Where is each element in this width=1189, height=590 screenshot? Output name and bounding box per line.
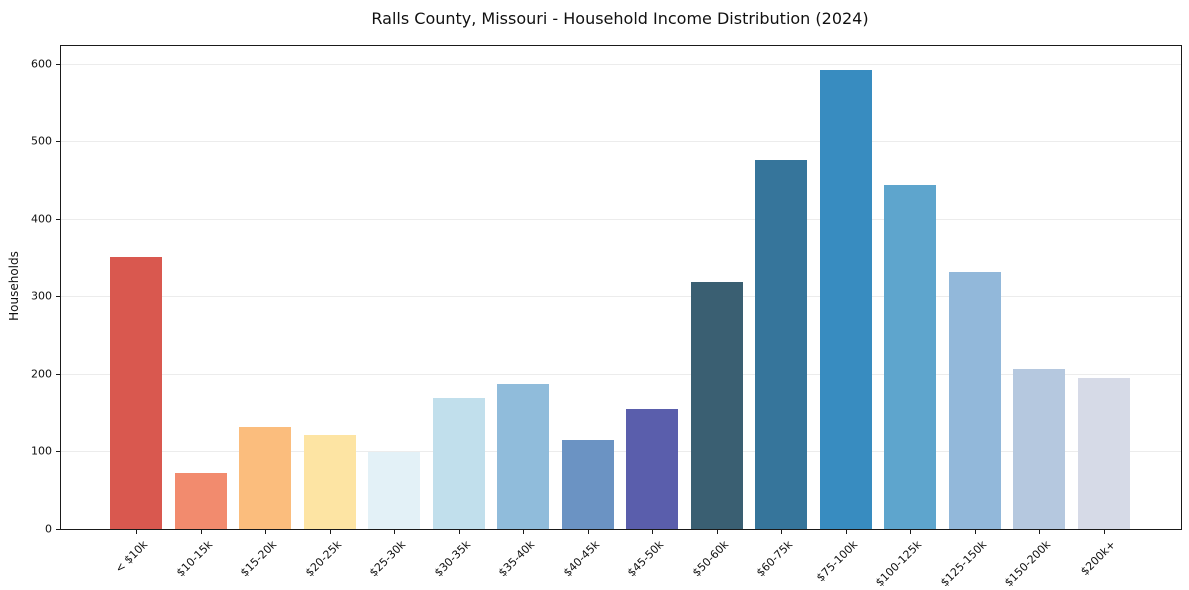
y-tick-mark (56, 451, 60, 453)
x-tick-label: $75-100k (813, 538, 861, 585)
x-tick-mark (652, 529, 654, 534)
x-tick-mark (974, 529, 976, 534)
x-tick-label: $150-200k (1002, 538, 1054, 590)
gridline (61, 451, 1181, 453)
x-tick-label: $20-25k (302, 538, 344, 580)
gridline (61, 141, 1181, 143)
y-tick-label: 600 (31, 57, 52, 71)
bar-$50-60k (690, 282, 743, 529)
y-tick-mark (56, 63, 60, 65)
bar-$15-20k (239, 426, 292, 529)
y-tick-label: 0 (45, 522, 52, 536)
x-tick-label: $15-20k (237, 538, 280, 580)
x-tick-label: $60-75k (754, 538, 796, 580)
x-tick-mark (1103, 529, 1105, 534)
bar-$40-45k (561, 439, 614, 529)
bar-$30-35k (432, 397, 485, 529)
y-tick-label: 300 (31, 289, 52, 303)
bar-$60-75k (755, 159, 808, 529)
bar-< $10k (110, 256, 162, 529)
x-tick-label: $25-30k (367, 538, 409, 580)
x-tick-label: $45-50k (625, 538, 667, 580)
bar-$75-100k (819, 70, 872, 529)
x-tick-mark (265, 529, 267, 534)
x-tick-label: $200k+ (1078, 538, 1119, 579)
bar-$150-200k (1013, 369, 1066, 529)
plot-area: 0 100 200 300 400 500 600 < $10k $10-15k $15-20k $… (31, 45, 1182, 589)
bar-$125-150k (948, 271, 1001, 529)
x-tick-label: $125-150k (937, 538, 990, 590)
x-tick-mark (910, 529, 912, 534)
x-tick-mark (136, 529, 137, 534)
x-tick-mark (329, 529, 331, 534)
x-tick-label: $50-60k (689, 538, 731, 580)
y-tick-mark (56, 529, 60, 530)
y-tick-label: 500 (31, 134, 52, 148)
x-tick-label: $30-35k (431, 538, 473, 580)
x-tick-mark (523, 529, 525, 534)
y-tick-mark (56, 141, 60, 143)
gridline (61, 63, 1181, 65)
y-axis-label: Households (7, 251, 21, 321)
bar-$35-40k (497, 384, 550, 529)
bar-$25-30k (368, 452, 421, 529)
bar-$100-125k (884, 184, 937, 529)
y-tick-label: 100 (31, 444, 52, 458)
chart-title: Ralls County, Missouri - Household Incom… (371, 9, 869, 28)
y-tick-label: 400 (31, 212, 52, 226)
bar-$10-15k (174, 473, 227, 529)
x-tick-mark (1039, 529, 1041, 534)
x-tick-label: $40-45k (560, 538, 602, 580)
x-tick-label: $100-125k (873, 538, 925, 590)
x-tick-mark (200, 529, 202, 534)
y-tick-label: 200 (31, 367, 52, 381)
x-tick-mark (781, 529, 783, 534)
x-tick-label: $35-40k (496, 538, 538, 580)
x-tick-label: $10-15k (173, 538, 215, 580)
bar-$200k+ (1077, 377, 1130, 529)
bar-$20-25k (303, 435, 356, 529)
bar-$45-50k (626, 408, 679, 529)
y-tick-mark (56, 218, 60, 220)
x-tick-mark (394, 529, 396, 534)
y-tick-mark (56, 373, 60, 375)
gridline (61, 218, 1181, 220)
x-tick-mark (587, 529, 589, 534)
gridline (61, 373, 1181, 375)
x-tick-mark (716, 529, 718, 534)
x-tick-mark (458, 529, 460, 534)
x-tick-label: < $10k (112, 538, 151, 576)
x-tick-mark (845, 529, 847, 534)
y-tick-mark (56, 296, 60, 298)
gridline (61, 296, 1181, 298)
